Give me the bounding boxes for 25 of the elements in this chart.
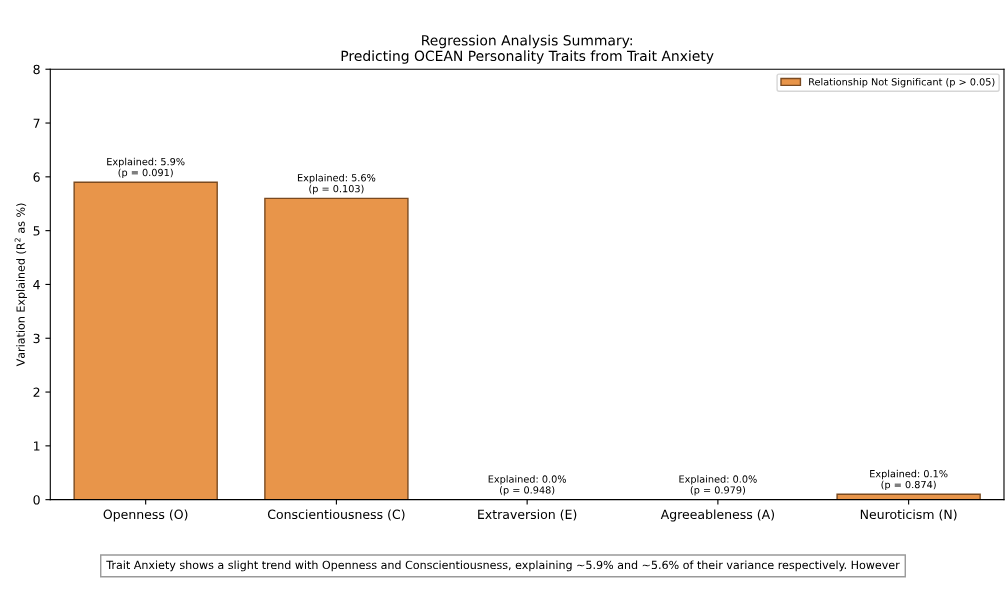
- x-tick-label: Neuroticism (N): [860, 509, 957, 521]
- chart-title: Regression Analysis Summary: Predicting OCEAN Personality Traits from Trait Anxiety: [341, 34, 714, 64]
- y-tick-label: 8: [33, 64, 40, 75]
- bar: [73, 181, 218, 500]
- text: Trait Anxiety shows a slight trend with Openness and Conscientiousness, explaining ~5.9% and ~5.6% of their variance respectively. However: [106, 560, 900, 572]
- y-tick-label: 0: [33, 495, 40, 505]
- y-tick-label: 5: [33, 226, 40, 236]
- legend-label: Relationship Not Significant (p > 0.05): [809, 77, 995, 88]
- y-tick-label: 7: [33, 118, 40, 128]
- y-tick-label: 3: [33, 333, 40, 344]
- y-axis-title: Variation Explained (R$^{2}$ as %): [14, 203, 27, 367]
- data-label: Explained: 0.0% (p = 0.948): [488, 475, 567, 496]
- data-label: Explained: 0.0% (p = 0.979): [679, 475, 757, 496]
- data-label: Explained: 5.6% (p = 0.103): [297, 173, 376, 195]
- x-tick-label: Agreeableness (A): [660, 509, 775, 522]
- data-label: Explained: 5.9% (p = 0.091): [107, 157, 185, 179]
- y-tick-label: 2: [33, 387, 40, 397]
- y-tick-label: 6: [33, 172, 40, 182]
- y-tick-label: 4: [33, 280, 40, 290]
- bar: [264, 197, 409, 500]
- data-label: Explained: 0.1% (p = 0.874): [870, 469, 948, 491]
- y-tick-label: 1: [34, 441, 40, 451]
- x-tick-label: Conscientiousness (C): [267, 509, 405, 521]
- x-tick-label: Openness (O): [103, 509, 188, 522]
- x-tick-label: Extraversion (E): [478, 509, 577, 521]
